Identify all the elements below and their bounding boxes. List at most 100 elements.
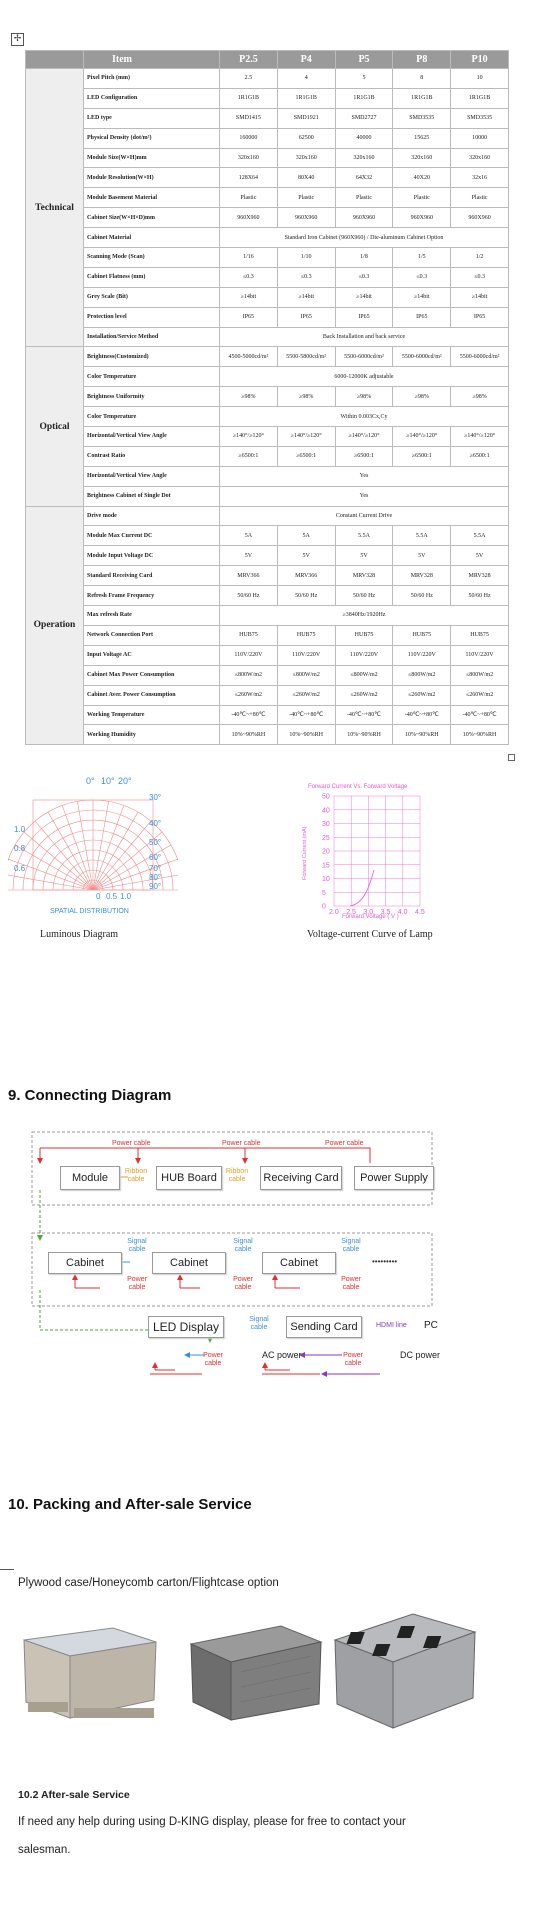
- table-cell: 110V/220V: [334, 644, 394, 666]
- table-row: LED Configuration 1R1G1B 1R1G1B 1R1G1B 1R1G1…: [26, 87, 509, 109]
- polar-left-label: 1.0: [14, 825, 26, 834]
- table-cell: -40℃~+80℃: [219, 704, 278, 726]
- table-cell: 50/60 Hz: [276, 585, 336, 607]
- table-cell: 40X20: [392, 167, 452, 189]
- table-row: Cabinet Material Standard Iron Cabinet (9…: [26, 227, 509, 249]
- table-cell: ≥6500:1: [219, 445, 278, 467]
- row-label: Brightness(Customized): [83, 346, 220, 368]
- table-cell: Plastic: [334, 187, 394, 209]
- row-label: Physical Density (dot/m²): [83, 127, 220, 149]
- table-row: Horizontal/Vertical View Angle ≥140°/≥120…: [26, 426, 509, 447]
- polar-title: SPATIAL DISTRIBUTION: [50, 908, 129, 915]
- table-cell: 1R1G1B: [219, 87, 278, 109]
- table-cell: 40000: [334, 127, 394, 149]
- table-cell: Plastic: [450, 187, 509, 209]
- table-cell: 50/60 Hz: [334, 585, 394, 607]
- row-label: Standard Receiving Card: [83, 565, 220, 587]
- more-cabinets: •••••••••: [372, 1257, 398, 1266]
- row-label: Brightness Cabinet of Single Dot: [83, 485, 220, 507]
- polar-spoke: [8, 874, 94, 891]
- row-label: LED type: [83, 107, 220, 129]
- row-label: Input Voltage AC: [83, 644, 220, 666]
- group-label: Technical: [25, 67, 84, 348]
- honeycomb-carton-image: [189, 1625, 323, 1721]
- row-label: Working Temperature: [83, 704, 220, 726]
- row-label: Contrast Ratio: [83, 445, 220, 467]
- power-cable-label: Power cable: [222, 1140, 261, 1147]
- table-row: Cabinet Size(W×H×D)mm 960X960 960X960 960X9…: [26, 207, 509, 229]
- table-cell: 10%~90%RH: [276, 724, 336, 746]
- curve-xtick: 3.0: [363, 909, 373, 916]
- voltage-current-chart: Forward Current Vs. Forward Voltage 5040…: [302, 784, 425, 920]
- table-cell: 320x160: [392, 147, 452, 169]
- cabinet-box: Cabinet: [152, 1252, 226, 1274]
- power-cable-label: Power cable: [341, 1276, 361, 1291]
- polar-spoke: [8, 858, 94, 891]
- curve-ytick: 10: [322, 876, 330, 883]
- polar-spoke: [92, 801, 109, 891]
- table-row: Protection level IP65 IP65 IP65 IP65 IP65: [26, 306, 509, 328]
- curve-line: [349, 869, 375, 907]
- table-cell: ≥140°/≥120°: [219, 426, 278, 447]
- table-cell: MRV328: [392, 565, 452, 587]
- table-cell: 110V/220V: [450, 644, 509, 666]
- row-label: Color Temperature: [83, 366, 220, 388]
- table-row: Installation/Service Method Back Installa…: [26, 326, 509, 348]
- table-cell: 320x160: [450, 147, 509, 169]
- row-label: Installation/Service Method: [83, 326, 220, 348]
- table-cell: ≥14bit: [276, 286, 336, 308]
- table-row: Module Resolution(W×H) 128X64 80X40 64X32 40…: [26, 167, 509, 189]
- table-cell: 320x160: [276, 147, 336, 169]
- power-cable-label: Power cable: [343, 1352, 363, 1367]
- table-cell: ≥6500:1: [450, 445, 509, 467]
- section-9-title: 9. Connecting Diagram: [8, 1087, 172, 1104]
- polar-spoke: [14, 844, 94, 891]
- power-cable-label: Power cable: [325, 1140, 364, 1147]
- table-cell: HUB75: [392, 624, 452, 646]
- row-label: Color Temperature: [83, 406, 220, 428]
- polar-bottom-label: 0: [96, 892, 101, 901]
- ac-power-label: AC power: [262, 1350, 302, 1360]
- table-cell: ≤0.3: [219, 266, 278, 288]
- table-cell: 5500-6000cd/m²: [392, 346, 452, 368]
- table-cell: -40℃~+80℃: [276, 704, 336, 726]
- curve-ytick: 5: [322, 890, 326, 897]
- table-cell: 1R1G1B: [450, 87, 509, 109]
- table-cell: ≤260W/m2: [334, 684, 394, 706]
- polar-right-label: 30°: [149, 793, 161, 802]
- cabinet-box: Cabinet: [262, 1252, 336, 1274]
- polar-bottom-label: 0.5: [106, 892, 118, 901]
- table-cell: Plastic: [392, 187, 452, 209]
- table-cell: 64X32: [334, 167, 394, 189]
- table-cell: 5.5A: [334, 525, 394, 547]
- table-row: Standard Receiving Card MRV366 MRV366 MRV32…: [26, 565, 509, 587]
- table-cell: 10%~90%RH: [334, 724, 394, 746]
- row-label: Grey Scale (Bit): [83, 286, 220, 308]
- table-cell: 1/16: [219, 247, 278, 268]
- table-cell: ≤0.3: [450, 266, 509, 288]
- polar-top-label: 0°: [86, 776, 95, 786]
- dc-power-label: DC power: [400, 1350, 441, 1360]
- table-cell: HUB75: [219, 624, 278, 646]
- table-cell: ≥6500:1: [334, 445, 394, 467]
- table-row: Module Input Voltage DC 5V 5V 5V 5V 5V: [26, 545, 509, 567]
- polar-frame: [32, 799, 154, 891]
- table-cell: MRV328: [450, 565, 509, 587]
- table-cell: 32x16: [450, 167, 509, 189]
- table-resize-handle[interactable]: [508, 754, 515, 761]
- pc-label: PC: [424, 1320, 438, 1331]
- table-header-row: Item P2.5 P4 P5 P8 P10: [25, 50, 509, 69]
- group-label: Operation: [25, 505, 84, 746]
- table-row: Refresh Frame Frequency 50/60 Hz 50/60 Hz 5…: [26, 585, 509, 607]
- table-cell: Plastic: [276, 187, 336, 209]
- table-cell: 128X64: [219, 167, 278, 189]
- table-move-handle-icon[interactable]: ✢: [11, 33, 24, 46]
- luminous-diagram: 0° 10° 20° 30° 40° 50° 60° 70° 80° 90° 1…: [8, 776, 178, 915]
- row-label: Horizontal/Vertical View Angle: [83, 465, 220, 487]
- table-cell: 15625: [392, 127, 452, 149]
- section-10-title: 10. Packing and After-sale Service: [8, 1496, 252, 1513]
- curve-caption: Voltage-current Curve of Lamp: [307, 929, 433, 940]
- table-cell: 1/10: [276, 247, 336, 268]
- table-row: Network Connection Port HUB75 HUB75 HUB75 HU…: [26, 624, 509, 646]
- table-row: Input Voltage AC 110V/220V 110V/220V 110V/2…: [26, 644, 509, 666]
